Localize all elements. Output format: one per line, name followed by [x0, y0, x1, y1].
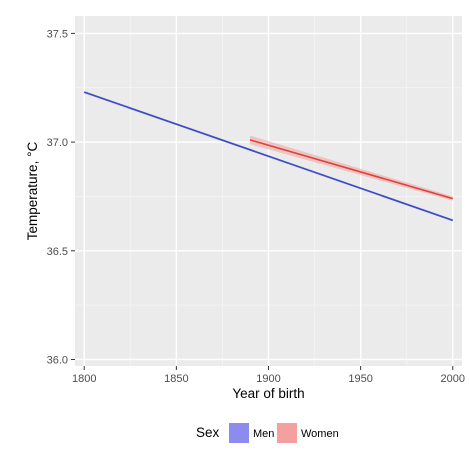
legend: Sex Men Women: [196, 423, 339, 443]
legend-title: Sex: [196, 425, 220, 440]
y-tick-label: 36.0: [47, 354, 68, 366]
y-tick-label: 36.5: [47, 246, 68, 258]
x-tick-label: 1850: [164, 373, 188, 385]
legend-label-men: Men: [253, 428, 274, 440]
series-lines: [83, 91, 454, 222]
x-tick-label: 1900: [256, 373, 280, 385]
legend-key-women: [277, 423, 297, 443]
line-men: [83, 91, 454, 222]
legend-label-women: Women: [301, 428, 339, 440]
x-tick-label: 1800: [72, 373, 96, 385]
line-women: [249, 139, 454, 200]
y-axis: 36.0 36.5 37.0 37.5: [47, 28, 75, 366]
x-tick-label: 2000: [441, 373, 465, 385]
y-axis-title: Temperature, °C: [25, 142, 40, 241]
x-tick-label: 1950: [348, 373, 372, 385]
y-tick-label: 37.5: [47, 28, 68, 40]
legend-key-men: [229, 423, 249, 443]
x-axis: 1800 1850 1900 1950 2000: [72, 366, 465, 385]
x-axis-title: Year of birth: [232, 386, 304, 401]
y-tick-label: 37.0: [47, 137, 68, 149]
